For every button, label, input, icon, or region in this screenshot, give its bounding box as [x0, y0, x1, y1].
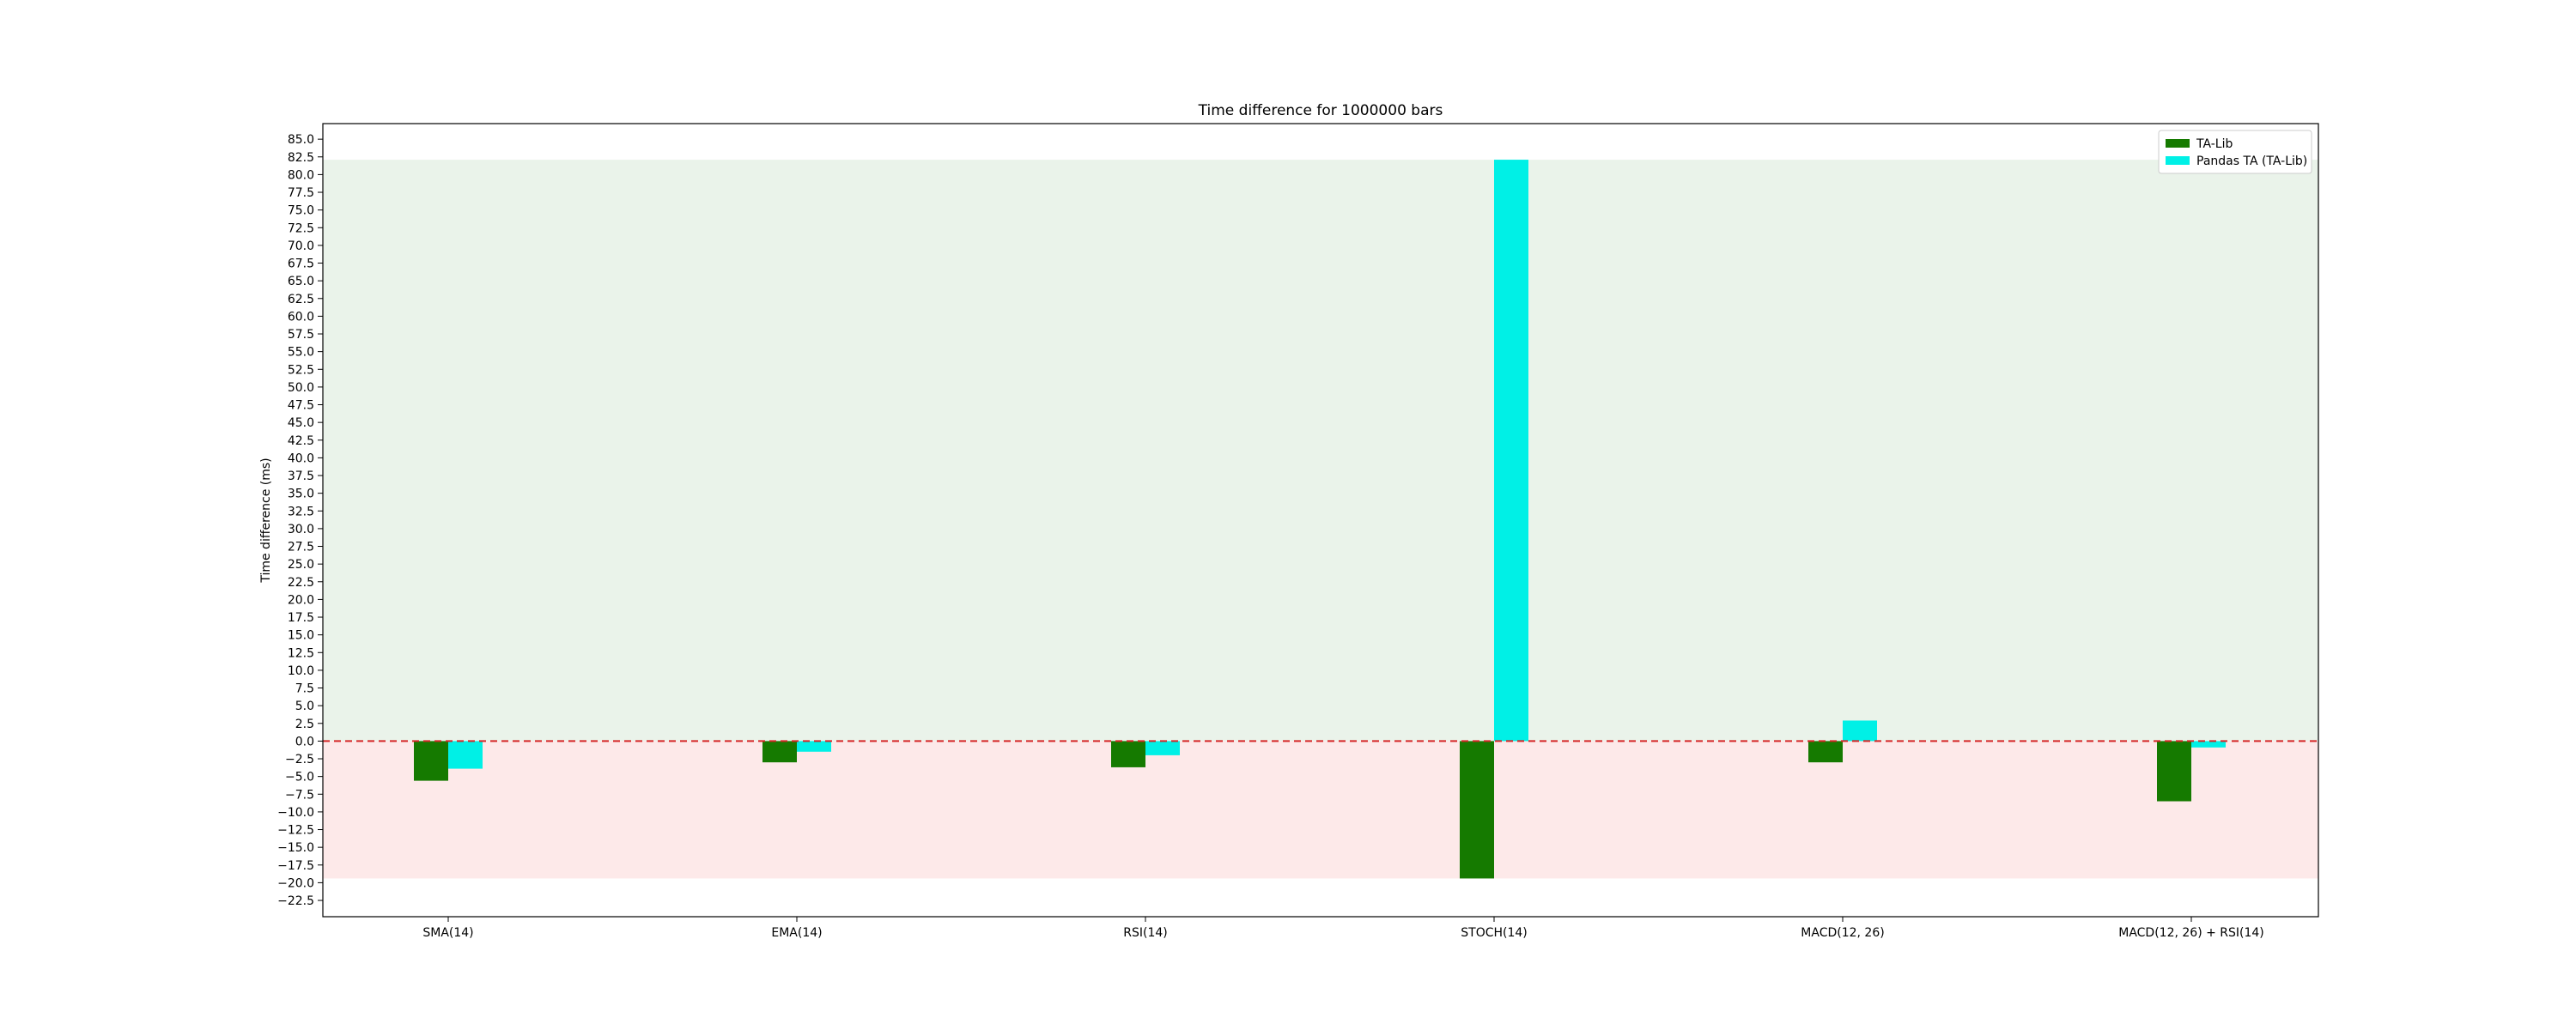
y-tick-label: −20.0 — [277, 876, 314, 890]
y-tick-label: 80.0 — [288, 168, 314, 182]
y-tick-label: 27.5 — [288, 541, 314, 554]
y-tick-label: 0.0 — [295, 735, 314, 748]
y-tick-label: 22.5 — [288, 576, 314, 590]
legend-box — [2158, 130, 2312, 174]
legend-label: Pandas TA (TA-Lib) — [2196, 154, 2307, 168]
x-axis: SMA(14) EMA(14) RSI(14) STOCH(14) MACD(12, 2… — [422, 917, 2264, 940]
y-tick-label: 17.5 — [288, 611, 314, 625]
y-tick-label: −15.0 — [277, 841, 314, 855]
y-tick-label: 50.0 — [288, 381, 314, 395]
y-tick-label: 32.5 — [288, 505, 314, 518]
y-axis: −22.5 −20.0 −17.5 −15.0 −12.5 −10.0 −7.5 −5.0 −2… — [277, 133, 323, 908]
y-tick-label: 15.0 — [288, 629, 314, 643]
y-tick-label: 40.0 — [288, 451, 314, 465]
y-tick-label: 5.0 — [295, 700, 314, 713]
y-tick-label: 67.5 — [288, 258, 314, 271]
y-tick-label: 10.0 — [288, 664, 314, 678]
bar-ta-lib-5 — [2157, 741, 2191, 802]
background-regions — [323, 160, 2318, 879]
chart-title: Time difference for 1000000 bars — [1198, 102, 1443, 119]
y-tick-label: 52.5 — [288, 363, 314, 377]
bar-ta-lib-1 — [762, 741, 797, 763]
y-tick-label: 65.0 — [288, 275, 314, 288]
y-tick-label: −17.5 — [277, 859, 314, 873]
bar-pandas-ta-4 — [1843, 720, 1877, 742]
bar-pandas-ta-1 — [797, 741, 831, 752]
x-tick-label: RSI(14) — [1123, 926, 1167, 940]
negative-region — [323, 741, 2318, 879]
y-tick-label: 82.5 — [288, 151, 314, 165]
bar-ta-lib-3 — [1460, 741, 1494, 879]
y-tick-label: −7.5 — [285, 788, 314, 802]
y-tick-label: 2.5 — [295, 718, 314, 731]
y-tick-label: 12.5 — [288, 646, 314, 660]
x-tick-label: EMA(14) — [771, 926, 822, 940]
y-tick-label: 57.5 — [288, 328, 314, 342]
y-tick-label: 62.5 — [288, 293, 314, 306]
y-tick-label: −2.5 — [285, 753, 314, 766]
bar-pandas-ta-3 — [1494, 160, 1528, 742]
y-tick-label: 47.5 — [288, 399, 314, 413]
y-tick-label: 30.0 — [288, 523, 314, 536]
x-tick-label: MACD(12, 26) + RSI(14) — [2118, 926, 2264, 940]
y-tick-label: 37.5 — [288, 470, 314, 483]
y-tick-label: −22.5 — [277, 894, 314, 908]
bar-pandas-ta-0 — [448, 741, 483, 769]
y-axis-label: Time difference (ms) — [259, 457, 273, 583]
y-tick-label: −10.0 — [277, 806, 314, 820]
bar-ta-lib-2 — [1111, 741, 1145, 767]
y-tick-label: 55.0 — [288, 346, 314, 360]
y-tick-label: 75.0 — [288, 204, 314, 218]
y-tick-label: 77.5 — [288, 186, 314, 200]
y-tick-label: 25.0 — [288, 558, 314, 572]
bar-pandas-ta-5 — [2191, 741, 2226, 748]
y-tick-label: 85.0 — [288, 133, 314, 147]
positive-region — [323, 160, 2318, 742]
legend-swatch — [2166, 139, 2190, 148]
bar-ta-lib-4 — [1808, 741, 1843, 763]
bar-ta-lib-0 — [414, 741, 448, 781]
x-tick-label: STOCH(14) — [1461, 926, 1528, 940]
y-tick-label: 20.0 — [288, 593, 314, 607]
bars — [414, 160, 2226, 879]
y-tick-label: 70.0 — [288, 239, 314, 253]
legend: TA-Lib Pandas TA (TA-Lib) — [2158, 130, 2312, 174]
y-tick-label: 72.5 — [288, 221, 314, 235]
y-tick-label: 7.5 — [295, 682, 314, 696]
bar-pandas-ta-2 — [1145, 741, 1180, 755]
y-tick-label: −5.0 — [285, 771, 314, 785]
y-tick-label: 35.0 — [288, 488, 314, 501]
y-tick-label: 42.5 — [288, 434, 314, 448]
y-tick-label: −12.5 — [277, 824, 314, 838]
plot-frame — [322, 123, 2319, 918]
x-tick-label: SMA(14) — [422, 926, 473, 940]
legend-swatch — [2166, 156, 2190, 165]
y-tick-label: 60.0 — [288, 310, 314, 324]
legend-label: TA-Lib — [2196, 137, 2233, 151]
y-tick-label: 45.0 — [288, 416, 314, 430]
x-tick-label: MACD(12, 26) — [1801, 926, 1884, 940]
